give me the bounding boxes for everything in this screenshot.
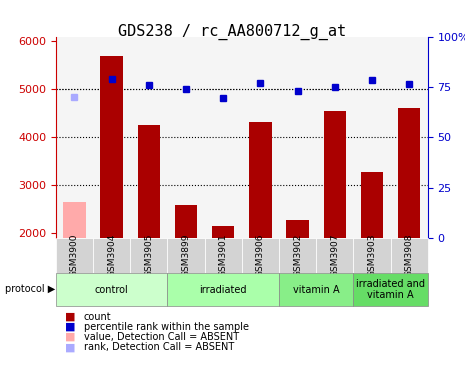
Text: GSM3903: GSM3903 <box>367 234 377 277</box>
FancyBboxPatch shape <box>279 238 316 273</box>
FancyBboxPatch shape <box>56 238 93 273</box>
FancyBboxPatch shape <box>353 238 391 273</box>
Text: GSM3902: GSM3902 <box>293 234 302 277</box>
Text: GSM3904: GSM3904 <box>107 234 116 277</box>
Text: vitamin A: vitamin A <box>293 284 339 295</box>
Bar <box>324 111 346 238</box>
Text: GSM3908: GSM3908 <box>405 234 414 277</box>
Text: ■: ■ <box>65 332 76 342</box>
Bar <box>138 125 160 238</box>
Text: GSM3907: GSM3907 <box>330 234 339 277</box>
Text: protocol ▶: protocol ▶ <box>5 284 55 294</box>
Bar <box>63 202 86 238</box>
FancyBboxPatch shape <box>130 238 167 273</box>
Text: ■: ■ <box>65 322 76 332</box>
Text: control: control <box>95 284 128 295</box>
Bar <box>249 122 272 238</box>
Text: GSM3905: GSM3905 <box>144 234 153 277</box>
Text: percentile rank within the sample: percentile rank within the sample <box>84 322 249 332</box>
Text: count: count <box>84 311 111 322</box>
FancyBboxPatch shape <box>279 273 353 306</box>
FancyBboxPatch shape <box>167 238 205 273</box>
Bar <box>212 226 234 238</box>
Text: irradiated: irradiated <box>199 284 247 295</box>
Bar <box>100 56 123 238</box>
Bar <box>175 205 197 238</box>
Text: ■: ■ <box>65 342 76 352</box>
Text: GSM3901: GSM3901 <box>219 234 228 277</box>
Text: GSM3906: GSM3906 <box>256 234 265 277</box>
FancyBboxPatch shape <box>353 273 428 306</box>
Text: rank, Detection Call = ABSENT: rank, Detection Call = ABSENT <box>84 342 234 352</box>
Bar <box>361 172 383 238</box>
FancyBboxPatch shape <box>242 238 279 273</box>
Bar <box>398 108 420 238</box>
Bar <box>286 220 309 238</box>
FancyBboxPatch shape <box>93 238 130 273</box>
FancyBboxPatch shape <box>56 273 167 306</box>
Text: irradiated and
vitamin A: irradiated and vitamin A <box>356 279 425 300</box>
FancyBboxPatch shape <box>205 238 242 273</box>
Text: GSM3900: GSM3900 <box>70 234 79 277</box>
FancyBboxPatch shape <box>167 273 279 306</box>
Text: GDS238 / rc_AA800712_g_at: GDS238 / rc_AA800712_g_at <box>119 24 346 40</box>
Text: value, Detection Call = ABSENT: value, Detection Call = ABSENT <box>84 332 239 342</box>
Text: GSM3899: GSM3899 <box>181 234 191 277</box>
FancyBboxPatch shape <box>391 238 428 273</box>
Text: ■: ■ <box>65 311 76 322</box>
FancyBboxPatch shape <box>316 238 353 273</box>
